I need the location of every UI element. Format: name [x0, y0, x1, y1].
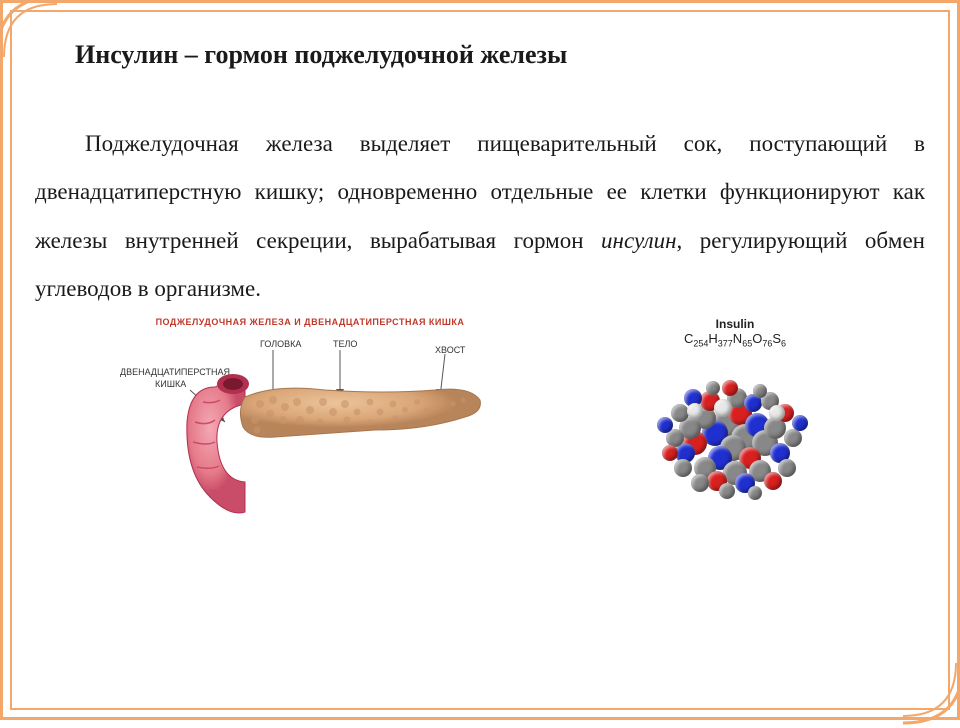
- body-italic: инсулин: [601, 228, 677, 253]
- insulin-figure-title: Insulin: [625, 317, 845, 331]
- atom-carbon: [778, 459, 796, 477]
- pancreas-figure: ПОДЖЕЛУДОЧНАЯ ЖЕЛЕЗА И ДВЕНАДЦАТИПЕРСТНА…: [115, 317, 505, 517]
- pancreas-figure-title: ПОДЖЕЛУДОЧНАЯ ЖЕЛЕЗА И ДВЕНАДЦАТИПЕРСТНА…: [115, 317, 505, 327]
- atom-oxygen: [662, 445, 678, 461]
- insulin-molecule: [645, 353, 825, 503]
- formula-C: C: [684, 331, 693, 346]
- atom-carbon: [719, 483, 735, 499]
- formula-76: 76: [762, 339, 772, 349]
- formula-S: S: [772, 331, 781, 346]
- formula-65: 65: [742, 339, 752, 349]
- atom-hydrogen: [714, 399, 732, 417]
- atom-carbon: [674, 459, 692, 477]
- atom-carbon: [784, 429, 802, 447]
- atom-carbon: [691, 474, 709, 492]
- atom-carbon: [706, 381, 720, 395]
- formula-N: N: [733, 331, 742, 346]
- figures-row: ПОДЖЕЛУДОЧНАЯ ЖЕЛЕЗА И ДВЕНАДЦАТИПЕРСТНА…: [35, 317, 925, 517]
- atom-carbon: [748, 486, 762, 500]
- insulin-figure: Insulin C254H377N65O76S6: [625, 317, 845, 517]
- atom-nitrogen: [657, 417, 673, 433]
- formula-O: O: [752, 331, 762, 346]
- formula-6: 6: [781, 339, 786, 349]
- atom-hydrogen: [687, 403, 703, 419]
- atom-carbon: [753, 384, 767, 398]
- insulin-formula: C254H377N65O76S6: [625, 331, 845, 349]
- atom-nitrogen: [792, 415, 808, 431]
- atom-hydrogen: [769, 405, 785, 421]
- atom-oxygen: [722, 380, 738, 396]
- formula-H: H: [708, 331, 717, 346]
- formula-377: 377: [718, 339, 733, 349]
- pancreas-svg: [115, 342, 505, 517]
- atom-oxygen: [764, 472, 782, 490]
- slide-title: Инсулин – гормон поджелудочной железы: [75, 40, 925, 70]
- slide-content: Инсулин – гормон поджелудочной железы По…: [35, 30, 925, 690]
- body-paragraph: Поджелудочная железа выделяет пищеварите…: [35, 120, 925, 313]
- formula-254: 254: [693, 339, 708, 349]
